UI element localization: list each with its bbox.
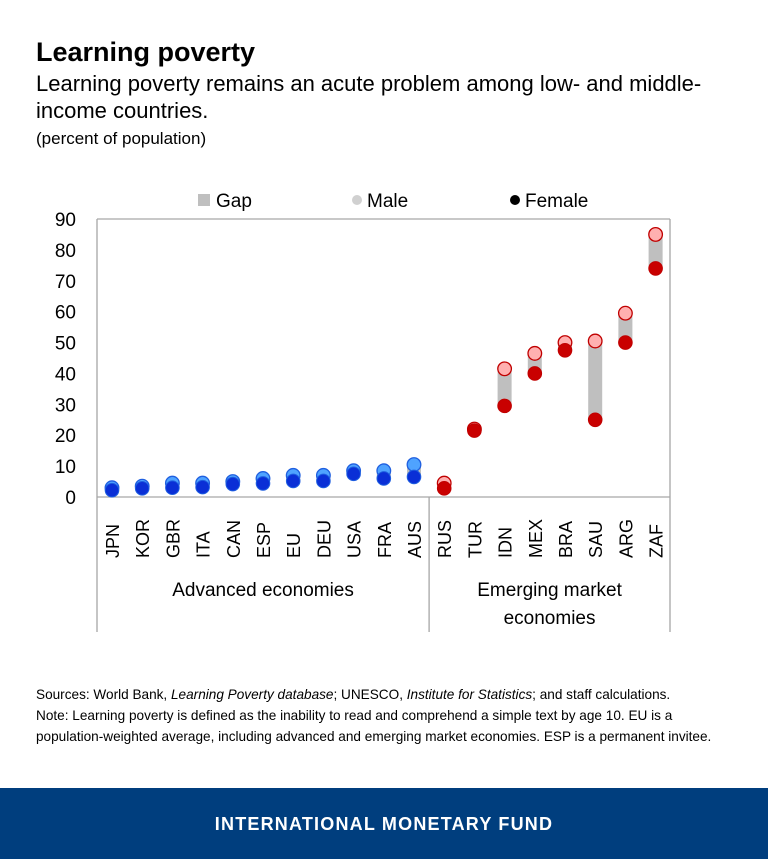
chart-title: Learning poverty: [36, 37, 256, 67]
female-point: [618, 335, 633, 350]
x-tick-label: FRA: [375, 522, 395, 558]
group-labels: Advanced economies Emerging market economi…: [172, 580, 622, 629]
x-tick-label: ZAF: [647, 524, 667, 558]
legend-gap-swatch: [198, 194, 210, 206]
male-point: [648, 226, 664, 242]
gap-bar: [618, 313, 633, 343]
legend-label: Gap: [216, 191, 252, 212]
sources-database: Learning Poverty database: [171, 687, 334, 702]
x-tick-label: ESP: [254, 522, 274, 558]
footer-label: INTERNATIONAL MONETARY FUND: [214, 814, 554, 834]
y-tick-label: 30: [55, 395, 76, 416]
gap-bar: [497, 368, 512, 406]
x-tick-label: USA: [345, 521, 365, 558]
female-point: [316, 473, 331, 489]
x-tick-label: TUR: [465, 521, 485, 558]
female-point: [527, 366, 543, 381]
sources-institute: Institute for Statistics: [406, 687, 533, 702]
y-tick-label: 70: [55, 272, 76, 293]
x-tick-label: MEX: [526, 519, 546, 558]
y-tick-label: 10: [55, 457, 76, 478]
y-tick-label: 0: [65, 488, 76, 509]
source-notes: Sources: World Bank, Learning Poverty da…: [36, 684, 736, 747]
learning-poverty-chart: Gap Male Female 0 10 20 30 40 50 60 70 80 90 JPN KOR…: [55, 191, 671, 632]
y-tick-label: 80: [55, 241, 76, 262]
legend: Gap Male Female: [198, 191, 588, 212]
footer-bar: INTERNATIONAL MONETARY FUND: [0, 788, 768, 859]
female-point: [104, 482, 120, 498]
female-point: [406, 469, 422, 485]
group-label-advanced: Advanced economies: [172, 580, 354, 601]
x-tick-label: IDN: [496, 527, 516, 558]
legend-female-swatch: [510, 195, 520, 205]
female-point: [497, 398, 512, 414]
note-line: Note: Learning poverty is defined as the…: [36, 708, 712, 744]
sources-suffix: ; and staff calculations.: [532, 687, 671, 702]
male-point: [497, 361, 513, 377]
sources-mid: ; UNESCO,: [333, 687, 407, 702]
x-tick-label: BRA: [556, 521, 576, 558]
female-point: [648, 261, 663, 276]
y-tick-label: 40: [55, 364, 76, 385]
legend-male-swatch: [352, 195, 362, 205]
units-label: (percent of population): [36, 129, 207, 148]
sources-line: Sources: World Bank, Learning Poverty da…: [36, 684, 736, 705]
gap-bar: [648, 234, 663, 269]
male-point: [617, 305, 633, 321]
y-tick-label: 60: [55, 303, 76, 324]
sources-prefix: Sources: World Bank,: [36, 687, 171, 702]
group-label-emerging-line: economies: [504, 608, 596, 629]
female-point: [376, 471, 392, 486]
female-point: [255, 476, 271, 491]
female-point: [557, 342, 573, 358]
x-tick-labels: JPN KOR GBR ITA CAN ESP EU DEU USA FRA AUS RUS TUR ID…: [103, 519, 667, 558]
female-point: [134, 481, 150, 496]
x-tick-label: ITA: [194, 531, 214, 558]
x-tick-label: CAN: [224, 520, 244, 558]
gap-bar: [588, 341, 603, 420]
markers: [104, 226, 664, 498]
female-point: [165, 480, 180, 496]
legend-label: Female: [525, 191, 588, 212]
female-point: [225, 476, 241, 492]
legend-label: Male: [367, 191, 408, 212]
axes: 0 10 20 30 40 50 60 70 80 90: [55, 210, 671, 632]
x-tick-label: GBR: [163, 519, 183, 558]
male-point: [587, 333, 603, 349]
y-tick-label: 90: [55, 210, 76, 231]
chart-subtitle: Learning poverty remains an acute proble…: [36, 71, 702, 123]
y-tick-label: 50: [55, 334, 76, 355]
female-point: [346, 466, 361, 482]
x-tick-label: EU: [284, 533, 304, 558]
x-tick-label: KOR: [133, 519, 153, 558]
x-tick-label: ARG: [616, 519, 636, 558]
group-label-emerging-line: Emerging market: [477, 580, 622, 601]
gap-bars: [105, 234, 663, 491]
female-point: [195, 479, 210, 495]
y-tick-label: 20: [55, 426, 76, 447]
x-tick-label: SAU: [586, 521, 606, 558]
female-point: [587, 412, 603, 428]
female-point: [285, 473, 301, 489]
female-point: [436, 481, 452, 496]
x-tick-label: DEU: [314, 520, 334, 558]
female-point: [467, 423, 482, 438]
male-point: [527, 345, 543, 361]
male-point: [406, 457, 422, 473]
x-tick-label: JPN: [103, 524, 123, 558]
x-tick-label: AUS: [405, 521, 425, 558]
x-tick-label: RUS: [435, 520, 455, 558]
